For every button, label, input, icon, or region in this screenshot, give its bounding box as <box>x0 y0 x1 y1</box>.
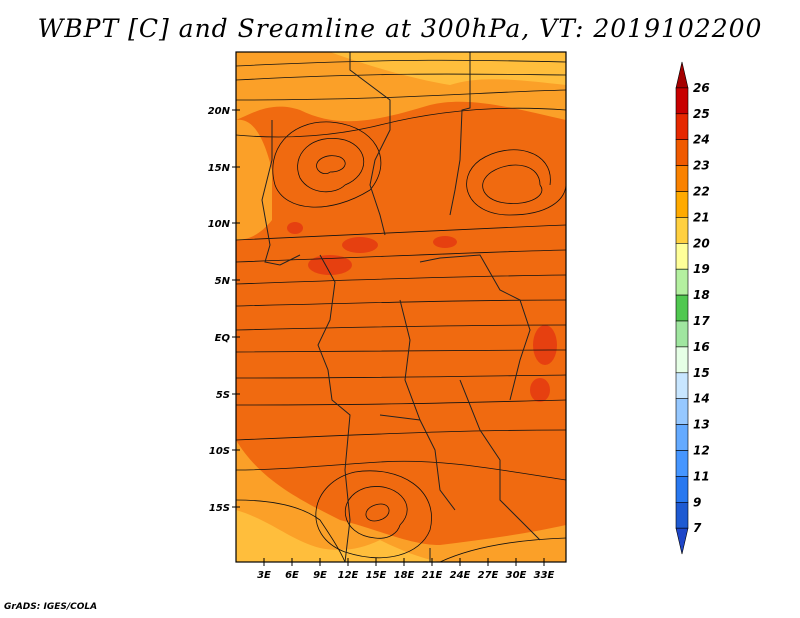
streamlines <box>236 59 566 562</box>
lat-label-5s: 5S <box>216 390 230 401</box>
colorbar-swatch <box>675 113 689 141</box>
lon-label-3e: 3E <box>257 570 271 581</box>
grads-footer: GrADS: IGES/COLA <box>4 602 98 612</box>
colorbar-label: 15 <box>693 366 710 380</box>
lat-label-5n: 5N <box>215 276 231 287</box>
colorbar-swatch <box>675 398 689 425</box>
wbpt-shading <box>236 52 566 562</box>
colorbar-label: 13 <box>693 418 710 432</box>
colorbar-bottom-arrow <box>675 527 689 555</box>
lat-label-20n: 20N <box>208 106 231 117</box>
colorbar-swatch <box>675 217 689 244</box>
map-frame <box>235 51 567 563</box>
lat-axis: 20N 15N 10N 5N EQ 5S 10S 15S <box>208 106 240 514</box>
lat-label-15s: 15S <box>209 503 230 514</box>
colorbar-label: 21 <box>693 210 710 224</box>
map-title: WBPT [C] and Sreamline at 300hPa, VT: 20… <box>37 14 763 43</box>
colorbar-label: 18 <box>693 288 710 302</box>
colorbar-swatch <box>675 294 689 322</box>
colorbar: 26 25 24 23 22 21 20 19 18 17 16 15 14 13 12 11 9 7 <box>675 61 710 555</box>
colorbar-label: 12 <box>693 444 710 458</box>
lon-label-9e: 9E <box>313 570 327 581</box>
colorbar-label: 9 <box>693 495 701 509</box>
colorbar-label: 14 <box>693 392 710 406</box>
colorbar-swatch <box>675 346 689 374</box>
colorbar-top-arrow <box>675 61 689 89</box>
colorbar-swatch <box>675 243 689 270</box>
colorbar-label: 17 <box>693 314 710 328</box>
colorbar-swatch <box>675 320 689 348</box>
colorbar-label: 23 <box>693 159 710 173</box>
colorbar-swatch <box>675 191 689 218</box>
lon-label-33e: 33E <box>534 570 555 581</box>
colorbar-label: 19 <box>693 262 710 276</box>
lon-label-21e: 21E <box>422 570 443 581</box>
colorbar-label: 16 <box>693 340 710 354</box>
lon-label-30e: 30E <box>506 570 527 581</box>
colorbar-swatch <box>675 139 689 166</box>
lat-label-10n: 10N <box>208 219 231 230</box>
lon-label-12e: 12E <box>338 570 359 581</box>
colorbar-swatch <box>675 501 689 529</box>
colorbar-swatch <box>675 372 689 399</box>
colorbar-label: 20 <box>693 236 710 250</box>
colorbar-swatch <box>675 268 689 296</box>
colorbar-label: 22 <box>693 185 710 199</box>
colorbar-label: 24 <box>693 133 710 147</box>
lat-label-eq: EQ <box>215 333 231 344</box>
colorbar-swatch <box>675 450 689 477</box>
colorbar-label: 7 <box>693 521 702 535</box>
colorbar-label: 25 <box>693 107 710 121</box>
colorbar-swatch <box>675 476 689 503</box>
country-borders <box>261 52 541 562</box>
lat-label-15n: 15N <box>208 163 231 174</box>
lat-label-10s: 10S <box>209 446 230 457</box>
colorbar-swatch <box>675 87 689 115</box>
lon-label-18e: 18E <box>394 570 415 581</box>
lon-label-15e: 15E <box>366 570 387 581</box>
colorbar-label: 26 <box>693 81 710 95</box>
colorbar-swatch <box>675 165 689 192</box>
lon-label-27e: 27E <box>478 570 499 581</box>
colorbar-swatch <box>675 424 689 451</box>
lon-axis: 3E 6E 9E 12E 15E 18E 21E 24E 27E 30E 33E <box>257 558 555 581</box>
colorbar-label: 11 <box>693 469 710 483</box>
lon-label-24e: 24E <box>450 570 471 581</box>
lon-label-6e: 6E <box>285 570 299 581</box>
